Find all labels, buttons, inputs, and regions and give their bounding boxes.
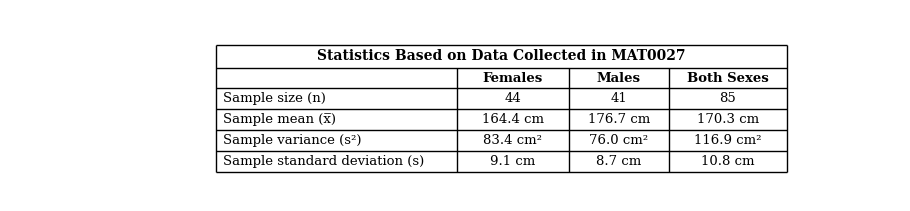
Text: 164.4 cm: 164.4 cm [482, 113, 544, 126]
Text: Both Sexes: Both Sexes [687, 72, 769, 85]
Text: 41: 41 [611, 92, 627, 105]
Text: 9.1 cm: 9.1 cm [490, 155, 535, 168]
Text: 83.4 cm²: 83.4 cm² [483, 134, 542, 147]
Text: Sample variance (s²): Sample variance (s²) [223, 134, 361, 147]
Text: 10.8 cm: 10.8 cm [701, 155, 754, 168]
Text: 44: 44 [504, 92, 521, 105]
Text: 85: 85 [720, 92, 736, 105]
Text: Sample standard deviation (s): Sample standard deviation (s) [223, 155, 424, 168]
Text: Sample size (n): Sample size (n) [223, 92, 326, 105]
Text: Males: Males [597, 72, 641, 85]
Text: 8.7 cm: 8.7 cm [596, 155, 642, 168]
Text: 170.3 cm: 170.3 cm [697, 113, 759, 126]
Text: Females: Females [482, 72, 543, 85]
Text: Statistics Based on Data Collected in MAT0027: Statistics Based on Data Collected in MA… [318, 49, 686, 63]
Text: 76.0 cm²: 76.0 cm² [589, 134, 648, 147]
Text: Sample mean (x̅): Sample mean (x̅) [223, 113, 336, 126]
Text: 116.9 cm²: 116.9 cm² [694, 134, 762, 147]
Text: 176.7 cm: 176.7 cm [588, 113, 650, 126]
